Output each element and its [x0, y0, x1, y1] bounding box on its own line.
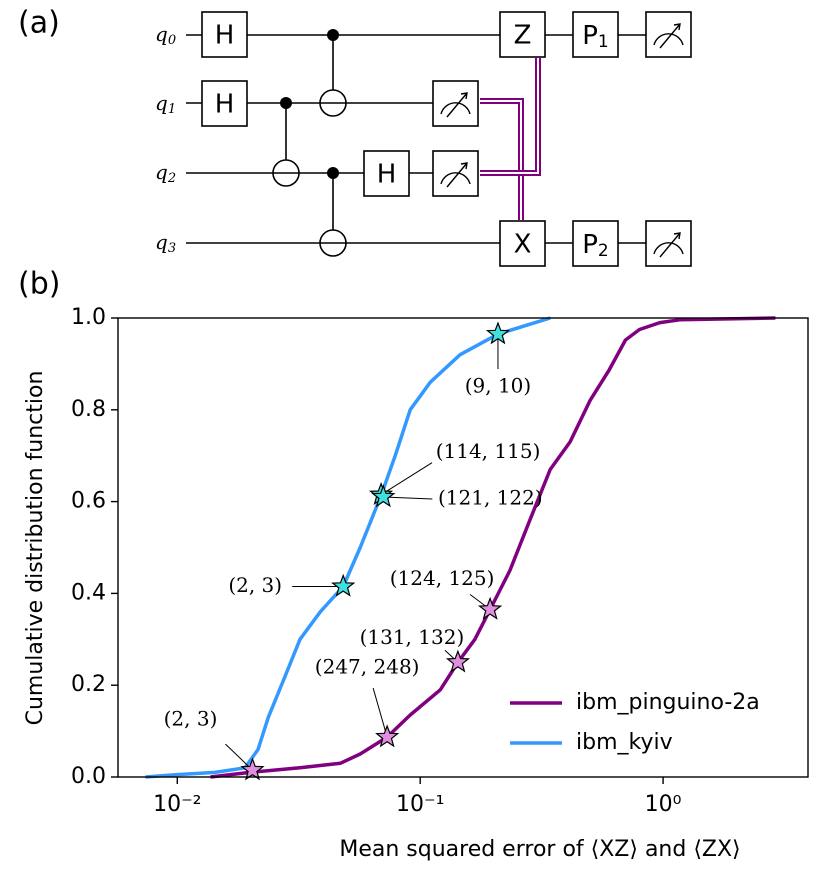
control-dot: [327, 29, 339, 41]
gate-box: [201, 11, 248, 58]
annotation-label: (121, 122): [438, 486, 543, 510]
annotation-label: (124, 125): [390, 566, 495, 590]
gate-label: Z: [514, 21, 532, 51]
gate-box: [572, 11, 619, 58]
gate-label: H: [377, 160, 397, 190]
panel-label: (a): [18, 6, 60, 41]
annotation-leader: [225, 743, 253, 771]
classical-wire: [480, 58, 541, 176]
y-tick-label: 1.0: [71, 305, 106, 330]
x-axis-label: Mean squared error of ⟨XZ⟩ and ⟨ZX⟩: [339, 837, 740, 862]
classical-wire: [480, 98, 524, 220]
gates: H H H Z X P1 P2: [201, 11, 619, 267]
control-dot: [327, 167, 339, 179]
axes-frame: [117, 317, 809, 778]
star-marker: [445, 649, 471, 673]
panel-label: (b): [18, 267, 60, 302]
qubit-label: q2: [155, 160, 176, 186]
gate-box: [572, 220, 619, 267]
y-axis-label: Cumulative distribution function: [23, 371, 48, 726]
qubit-labels: q0 q1 q2 q3: [155, 22, 176, 256]
meter: [432, 80, 479, 127]
star-marker: [371, 484, 396, 508]
meter: [645, 220, 692, 267]
legend-label: ibm_kyiv: [576, 730, 673, 755]
annotation-label: (114, 115): [436, 439, 541, 463]
star-marker: [375, 724, 400, 748]
annotation-leader: [372, 687, 388, 738]
meters: [432, 11, 692, 267]
classical-wire: [480, 100, 522, 220]
qubit-label: q0: [155, 22, 176, 48]
gate-label: H: [215, 21, 235, 51]
annotation-label: (2, 3): [164, 707, 218, 731]
cnots: [272, 29, 347, 257]
series-line: [210, 316, 776, 779]
x-tick-label: 10⁻¹: [396, 792, 444, 817]
y-tick-label: 0.0: [71, 764, 106, 789]
gate-box: [499, 220, 546, 267]
star-marker: [477, 596, 503, 620]
y-tick-label: 0.8: [71, 397, 106, 422]
legend-label: ibm_pinguino-2a: [576, 690, 760, 715]
x-tick-label: 10⁰: [645, 792, 682, 817]
gate-box: [201, 80, 248, 127]
annotation-label: (247, 248): [315, 655, 420, 679]
gate-box: [363, 150, 410, 197]
plot-area: 10⁻² 10⁻¹ 10⁰ 0.0 0.2 0.4 0.6 0.8 1.0 (2, 3) (114,…: [71, 305, 776, 817]
y-tick-label: 0.2: [71, 672, 106, 697]
qubit-label: q3: [155, 230, 176, 256]
annotation-label: (9, 10): [465, 374, 532, 398]
meter: [432, 150, 479, 197]
x-tick-label: 10⁻²: [153, 792, 201, 817]
gate-label: H: [215, 90, 235, 120]
annotation-label: (131, 132): [360, 625, 465, 649]
classical-wires: [480, 58, 541, 220]
classical-wire: [480, 58, 539, 174]
gate-label: P2: [582, 230, 609, 262]
y-tick-label: 0.4: [71, 580, 106, 605]
meter: [645, 11, 692, 58]
gate-label: P1: [582, 21, 609, 53]
annotation-leader: [380, 462, 433, 496]
control-dot: [280, 97, 292, 109]
wires: [186, 34, 668, 244]
y-tick-label: 0.6: [71, 489, 106, 514]
gate-label: X: [514, 230, 532, 260]
star-marker: [240, 757, 265, 781]
gate-box: [499, 11, 546, 58]
qubit-label: q1: [155, 91, 176, 117]
star-marker: [331, 573, 356, 597]
annotation-leader: [383, 496, 433, 500]
annotation-label: (2, 3): [228, 573, 282, 597]
star-marker: [485, 321, 511, 345]
